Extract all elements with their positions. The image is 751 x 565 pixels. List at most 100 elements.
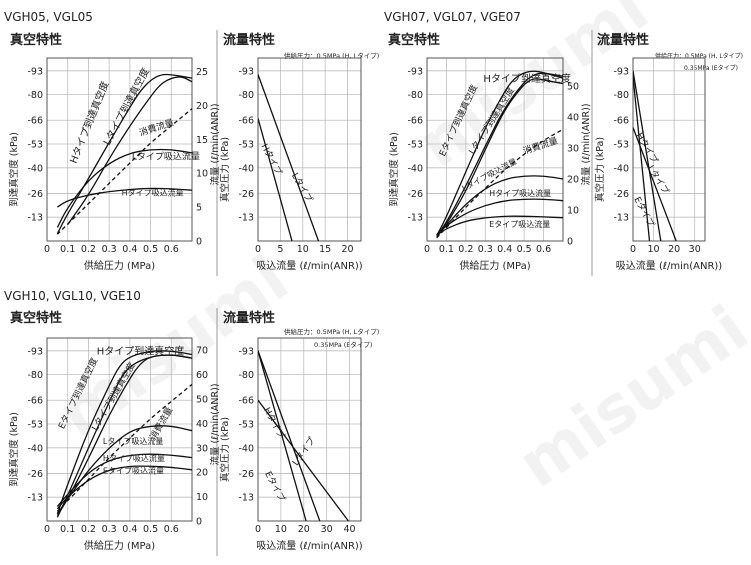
y-tick-label: -93 [238, 346, 254, 357]
series-label: Eタイプ吸込流量 [103, 465, 164, 475]
y-tick-label: -26 [407, 189, 423, 200]
y2-tick-label: 30 [196, 443, 208, 454]
series-label: Hタイプ到達真空度 [67, 79, 112, 165]
y-tick-label: -66 [407, 116, 423, 127]
x-tick-label: 20 [298, 524, 310, 535]
x-tick-label: 0 [424, 244, 430, 255]
series-group [633, 70, 677, 241]
group-title-05: VGH05, VGL05 [4, 10, 93, 24]
y2-tick-label: 50 [567, 81, 579, 92]
flow-title-05: 流量特性 [223, 32, 275, 48]
x-tick-label: 40 [344, 524, 356, 535]
series-label: Eタイプ [631, 195, 656, 229]
y2-tick-label: 20 [196, 468, 208, 479]
series-line [436, 72, 563, 236]
y2-tick-label: 20 [196, 101, 208, 112]
y2-tick-label: 10 [196, 492, 208, 503]
y-tick-label: -80 [27, 370, 43, 381]
plot-frame [257, 57, 362, 242]
x-tick-label: 0 [44, 524, 50, 535]
x-tick-label: 10 [297, 244, 309, 255]
y-tick-label: -26 [238, 189, 254, 200]
y-tick-label: -80 [238, 370, 254, 381]
y-tick-label: -40 [27, 163, 43, 174]
series-group [258, 74, 320, 241]
y-tick-label: -40 [613, 163, 629, 174]
x-axis-label: 供給圧力 (MPa) [84, 259, 155, 272]
flow-chart-07: 0 10 20 30 -93 -80 -66 -53 -40 -26 -13 吸込流量 (ℓ/min(… [594, 57, 722, 272]
x-tick-label: 0 [255, 524, 261, 535]
series-group [56, 350, 192, 518]
x-tick-label: 0 [630, 244, 636, 255]
y-tick-label: -80 [27, 90, 43, 101]
vac-title-07: 真空特性 [388, 32, 440, 48]
y2-tick-label: 0 [196, 237, 202, 248]
series-label: Hタイプ [261, 406, 287, 441]
y2-tick-label: 30 [567, 143, 579, 154]
x-tick-label: 0.4 [122, 524, 137, 535]
x-tick-label: 0 [44, 244, 50, 255]
y2-tick-label: 15 [196, 135, 208, 146]
x-axis-label: 供給圧力 (MPa) [459, 259, 530, 272]
series-label: Lタイプ吸込流量 [103, 436, 163, 446]
y2-tick-label: 0 [196, 517, 202, 528]
y2-tick-label: 20 [567, 174, 579, 185]
flow-chart-10: 0 10 20 30 40 -93 -80 -66 -53 -40 -26 -13 吸込流量 (ℓ/mi… [219, 337, 363, 552]
series-group [56, 73, 192, 235]
y-axis-label: 真空圧力 (kPa) [219, 137, 231, 202]
x-tick-label: 0.5 [143, 244, 158, 255]
y-tick-label: -66 [27, 116, 43, 127]
x-tick-label: 30 [689, 244, 701, 255]
series-line [56, 465, 192, 510]
flow-title-07: 流量特性 [597, 32, 649, 48]
y2-axis-label: 流量 (ℓ/min(ANR)) [580, 103, 592, 185]
group-title-10: VGH10, VGL10, VGE10 [4, 289, 141, 303]
y-tick-label: -40 [238, 163, 254, 174]
series-label: Lタイプ吸込流量 [132, 151, 200, 163]
y-tick-label: -40 [407, 163, 423, 174]
y2-tick-label: 40 [196, 419, 208, 430]
series-line [258, 350, 307, 521]
y2-tick-label: 60 [196, 370, 208, 381]
y-axis-label: 到達真空度 (kPa) [388, 132, 400, 207]
y-tick-label: -80 [613, 90, 629, 101]
watermark-text-2: misumi [505, 292, 751, 502]
series-line [57, 187, 192, 208]
series-line [633, 76, 651, 241]
y2-tick-label: 10 [567, 205, 579, 216]
series-line [56, 73, 192, 234]
x-tick-label: 0.2 [81, 244, 96, 255]
series-label: Lタイプ [289, 171, 315, 204]
x-tick-label: 0 [255, 244, 261, 255]
y-axis-label: 真空圧力 (kPa) [594, 137, 606, 202]
x-axis-label: 吸込流量 (ℓ/min(ANR)) [256, 259, 363, 272]
series-group [436, 70, 563, 239]
y-tick-label: -40 [27, 443, 43, 454]
y2-axis-label: 流量 (ℓ/min(ANR)) [209, 383, 221, 465]
series-line [258, 350, 321, 521]
y-tick-label: -13 [238, 493, 254, 504]
y-tick-label: -26 [27, 469, 43, 480]
x-tick-label: 5 [277, 244, 283, 255]
y-tick-label: -53 [238, 420, 254, 431]
plot-frame [426, 57, 564, 242]
x-tick-label: 0.1 [60, 524, 75, 535]
x-tick-label: 0.6 [164, 524, 179, 535]
x-tick-label: 15 [319, 244, 331, 255]
plot-frame [46, 337, 193, 522]
series-label: Hタイプ吸込流量 [103, 453, 165, 463]
y-tick-label: -66 [613, 116, 629, 127]
x-tick-label: 0.2 [458, 244, 473, 255]
y-tick-label: -13 [407, 213, 423, 224]
x-tick-label: 0.3 [102, 524, 117, 535]
y-tick-label: -13 [238, 213, 254, 224]
y-axis-label: 真空圧力 (kPa) [219, 417, 231, 482]
group-title-07: VGH07, VGL07, VGE07 [384, 10, 521, 24]
y2-axis-label: 流量 (ℓ/min(ANR)) [209, 103, 221, 185]
x-tick-label: 0.6 [164, 244, 179, 255]
x-axis-label: 吸込流量 (ℓ/min(ANR)) [256, 539, 363, 552]
series-line [56, 453, 192, 507]
series-line [258, 399, 349, 521]
y-tick-label: -26 [27, 189, 43, 200]
